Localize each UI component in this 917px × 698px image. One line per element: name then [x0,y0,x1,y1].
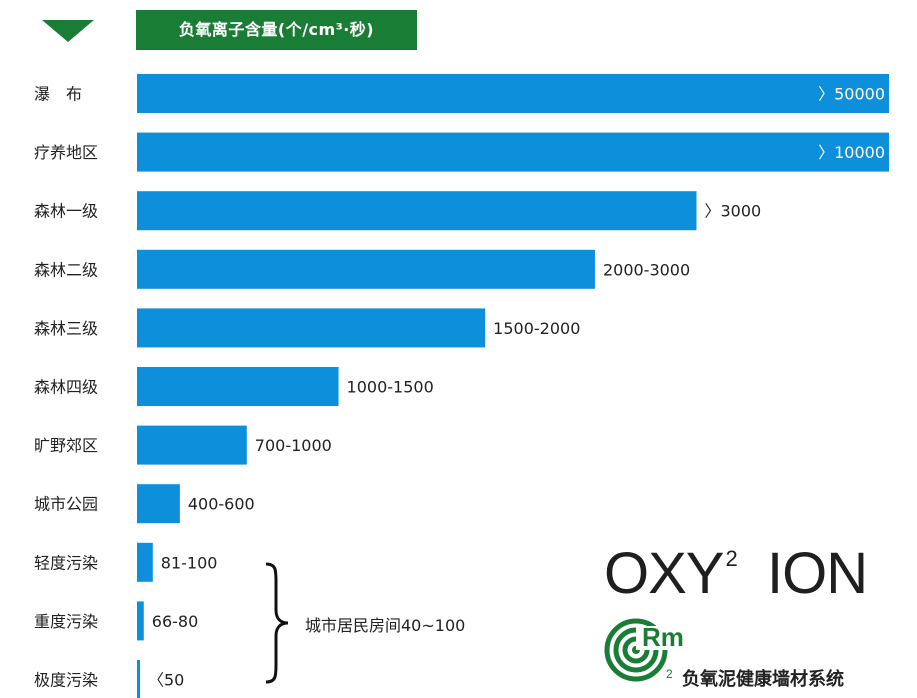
value-label: 1000-1500 [347,378,434,397]
category-label: 疗养地区 [34,143,98,162]
category-label: 森林四级 [34,378,98,397]
header-arrow-icon [42,20,94,42]
category-label: 重度污染 [34,612,98,631]
logo-subscript: 2 [666,667,673,681]
value-label: 〈50 [148,671,184,690]
product-name: OXY2 ION [604,540,868,607]
value-label: 〉3000 [704,202,761,221]
value-label: 2000-3000 [603,260,690,279]
chart-title-text: 负氧离子含量(个/cm³·秒) [178,20,375,39]
bar [137,425,247,465]
category-label: 瀑 布 [34,85,82,104]
product-name-suffix: ION [766,541,868,606]
bar [137,601,144,641]
value-label: 700-1000 [255,436,332,455]
bar [137,132,889,172]
annotation-label: 城市居民房间40~100 [305,616,466,635]
bar [137,308,486,348]
bar [137,367,339,406]
company-name: 负氧泥健康墙材系统 [682,669,844,690]
bracket-icon [265,562,289,684]
category-label: 轻度污染 [34,553,98,572]
bar [137,660,141,698]
value-label: 1500-2000 [493,319,580,338]
product-name-superscript: 2 [725,546,738,571]
bar [137,249,595,289]
bar [137,542,153,582]
value-label: 81-100 [161,553,218,572]
product-name-gap [737,541,767,606]
bar [137,74,889,113]
product-name-main: OXY [604,541,724,606]
brand-block: OXY2 ION Rm 2 负氧泥健康墙材系统 [604,540,904,690]
category-label: 旷野郊区 [34,436,98,455]
value-label: 〉50000 [818,85,885,104]
category-label: 森林一级 [34,202,98,221]
category-label: 极度污染 [34,671,98,690]
value-label: 〉10000 [818,143,885,162]
bar [137,191,697,231]
value-label: 66-80 [152,612,199,631]
category-label: 城市公园 [34,495,98,514]
bar [137,484,180,524]
chart-title: 负氧离子含量(个/cm³·秒) [136,10,417,50]
category-label: 森林三级 [34,319,98,338]
category-label: 森林二级 [34,260,98,279]
brand-logo-icon: Rm 2 [604,618,684,682]
logo-text: Rm [642,622,684,652]
value-label: 400-600 [188,495,255,514]
